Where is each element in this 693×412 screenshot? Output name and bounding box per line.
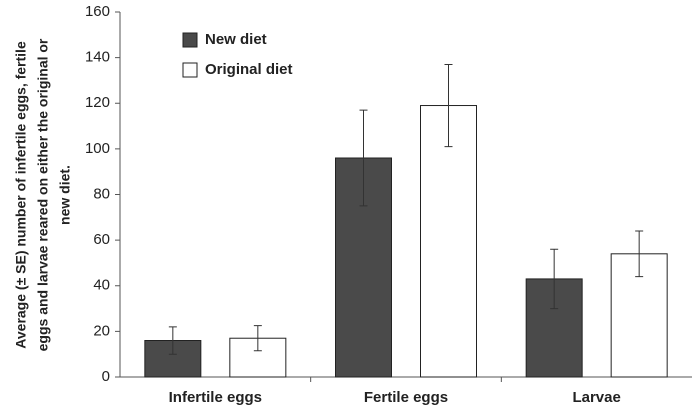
legend-label: New diet [205, 31, 267, 48]
y-tick-label: 140 [85, 49, 110, 66]
y-axis-label: new diet. [57, 165, 73, 225]
y-tick-label: 0 [102, 368, 110, 385]
error-bar [550, 248, 559, 310]
legend-label: Original diet [205, 61, 293, 78]
legend-swatch [182, 62, 198, 78]
legend-swatch [182, 32, 198, 48]
y-tick-label: 60 [93, 231, 110, 248]
y-tick-label: 120 [85, 94, 110, 111]
bar [144, 340, 202, 378]
x-tick-label: Infertile eggs [169, 389, 262, 406]
error-bar [444, 63, 453, 148]
y-axis-label: Average (± SE) number of infertile eggs,… [13, 41, 29, 349]
error-bar [359, 109, 368, 207]
x-tick-label: Larvae [572, 389, 620, 406]
y-tick-label: 20 [93, 322, 110, 339]
y-axis-label: eggs and larvae reared on either the ori… [35, 38, 51, 351]
y-tick-label: 80 [93, 185, 110, 202]
y-tick-label: 40 [93, 277, 110, 294]
x-tick-label: Fertile eggs [364, 389, 448, 406]
y-tick-label: 100 [85, 140, 110, 157]
error-bar [635, 230, 644, 278]
error-bar [253, 325, 262, 352]
y-tick-label: 160 [85, 3, 110, 20]
error-bar [168, 326, 177, 355]
